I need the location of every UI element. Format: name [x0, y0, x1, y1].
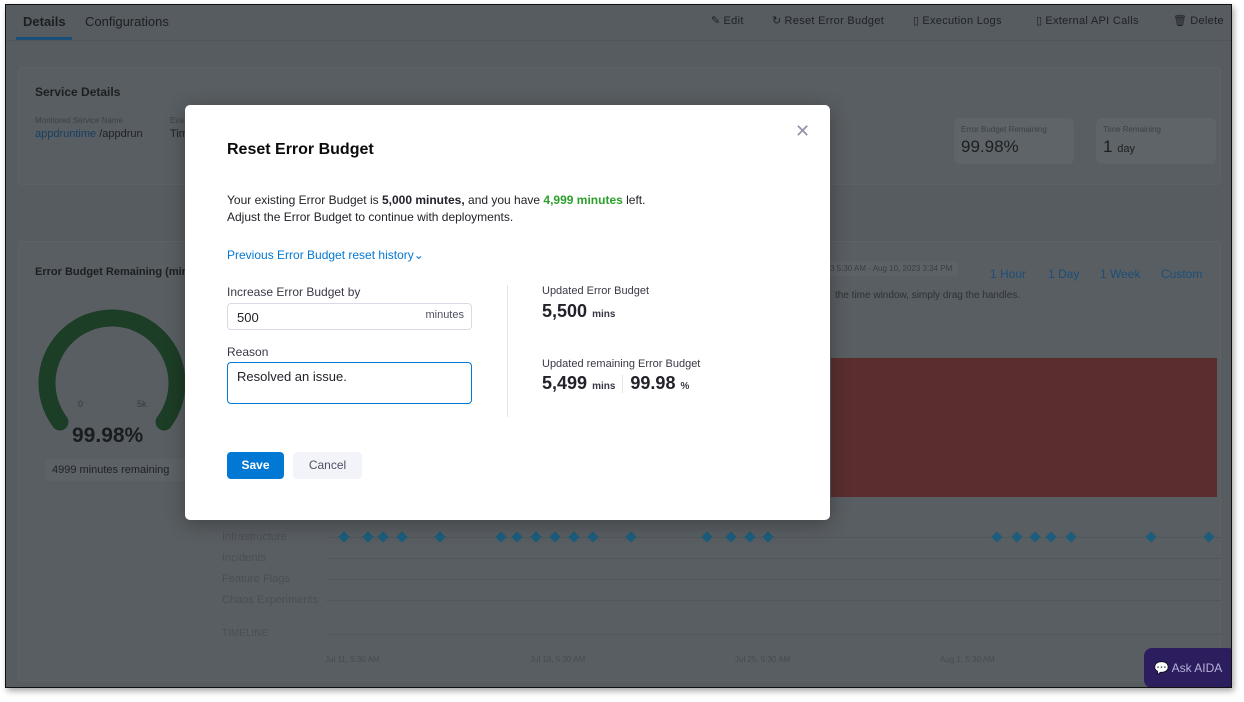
increase-label: Increase Error Budget by [227, 285, 361, 299]
minutes-unit: minutes [425, 309, 464, 321]
stat-time-remaining: Time Remaining 1 day [1096, 118, 1216, 164]
x-tick: Jul 18, 5:30 AM [530, 655, 586, 664]
ask-aida-button[interactable]: 💬 Ask AIDA [1144, 648, 1231, 687]
reset-error-budget-button[interactable]: ↻ Reset Error Budget [772, 14, 885, 28]
date-range[interactable]: 3 5:30 AM - Aug 10, 2023 3:34 PM [824, 261, 959, 276]
range-1-day[interactable]: 1 Day [1048, 267, 1080, 281]
row-feature-flags: Feature Flags [222, 573, 290, 585]
row-incidents: Incidents [222, 552, 267, 564]
chat-icon: 💬 [1154, 661, 1169, 675]
document-icon: ▯ [913, 15, 920, 27]
stat-error-budget-remaining: Error Budget Remaining 99.98% [954, 118, 1074, 164]
reset-icon: ↻ [772, 15, 782, 27]
execution-logs-button[interactable]: ▯ Execution Logs [913, 14, 1002, 28]
evaluation-label: Eva [170, 116, 184, 125]
close-icon[interactable]: ✕ [795, 121, 811, 141]
execution-logs-label: Execution Logs [922, 14, 1002, 27]
updated-budget-label: Updated Error Budget [542, 285, 650, 297]
ask-aida-label: Ask AIDA [1171, 661, 1223, 675]
tab-configurations[interactable]: Configurations [85, 14, 169, 29]
x-tick: Aug 1, 5:30 AM [940, 655, 995, 664]
range-1-hour[interactable]: 1 Hour [990, 267, 1027, 281]
range-custom[interactable]: Custom [1161, 267, 1203, 281]
row-infrastructure: Infrastructure [222, 531, 287, 543]
row-line [326, 537, 1221, 538]
dialog-title: Reset Error Budget [227, 141, 374, 158]
edit-button[interactable]: ✎ Edit [711, 14, 744, 28]
tab-details[interactable]: Details [23, 14, 66, 29]
trash-icon: 🗑 [1173, 15, 1188, 27]
stat-label: Time Remaining [1103, 125, 1161, 134]
stat-unit: day [1117, 143, 1135, 155]
pencil-icon: ✎ [711, 15, 721, 27]
external-api-label: External API Calls [1045, 14, 1139, 27]
updated-budget-value: 5,500 mins [542, 301, 616, 321]
error-budget-chart-area [831, 358, 1217, 497]
stat-value: 1 [1103, 137, 1113, 156]
edit-label: Edit [723, 14, 744, 27]
updated-remaining-label: Updated remaining Error Budget [542, 358, 701, 370]
monitored-service-suffix: /appdrun [99, 128, 143, 140]
row-line [326, 579, 1221, 580]
updated-remaining-value: 5,499 mins 99.98 % [542, 373, 690, 394]
increase-budget-input[interactable]: 500 minutes [227, 303, 472, 330]
minutes-remaining: 4999 minutes remaining [45, 459, 195, 481]
save-button[interactable]: Save [227, 452, 284, 479]
stat-label: Error Budget Remaining [961, 125, 1047, 134]
row-chaos-experiments: Chaos Experiments [222, 594, 318, 606]
reset-label: Reset Error Budget [784, 14, 885, 27]
active-tab-indicator [16, 37, 72, 40]
monitored-service-label: Monitored Service Name [35, 116, 124, 125]
error-budget-gauge [38, 309, 186, 431]
service-details-title: Service Details [35, 85, 121, 99]
reset-error-budget-dialog: ✕ Reset Error Budget Your existing Error… [185, 105, 830, 520]
reason-textarea[interactable]: Resolved an issue. [227, 362, 472, 404]
budget-instructions: Adjust the Error Budget to continue with… [227, 210, 514, 224]
row-line [326, 634, 1221, 635]
gauge-percent: 99.98% [72, 424, 144, 447]
reset-history-link[interactable]: Previous Error Budget reset history⌄ [227, 248, 424, 262]
error-budget-title: Error Budget Remaining (mins) [35, 266, 199, 278]
chart-hint: the time window, simply drag the handles… [835, 290, 1021, 301]
row-line [326, 600, 1221, 601]
row-line [326, 558, 1221, 559]
delete-label: Delete [1190, 14, 1224, 27]
gauge-min: 0 [78, 399, 84, 409]
chevron-down-icon: ⌄ [413, 248, 424, 262]
gauge-arc [38, 309, 186, 431]
row-timeline: TIMELINE [222, 628, 269, 639]
range-1-week[interactable]: 1 Week [1100, 267, 1141, 281]
evaluation-value: Tim [170, 128, 188, 140]
stat-value: 99.98% [961, 137, 1019, 156]
x-tick: Jul 25, 5:30 AM [735, 655, 791, 664]
cancel-button[interactable]: Cancel [293, 452, 362, 479]
delete-button[interactable]: 🗑 Delete [1173, 14, 1224, 28]
divider [507, 285, 508, 417]
api-document-icon: ▯ [1036, 15, 1043, 27]
gauge-max: 5k [137, 399, 147, 409]
budget-summary: Your existing Error Budget is 5,000 minu… [227, 193, 646, 207]
external-api-calls-button[interactable]: ▯ External API Calls [1036, 14, 1139, 28]
x-tick: Jul 11, 5:30 AM [325, 655, 380, 664]
top-bar: Details Configurations ✎ Edit ↻ Reset Erro… [6, 5, 1231, 41]
monitored-service-link[interactable]: appdruntime [35, 128, 97, 140]
reason-label: Reason [227, 345, 269, 359]
